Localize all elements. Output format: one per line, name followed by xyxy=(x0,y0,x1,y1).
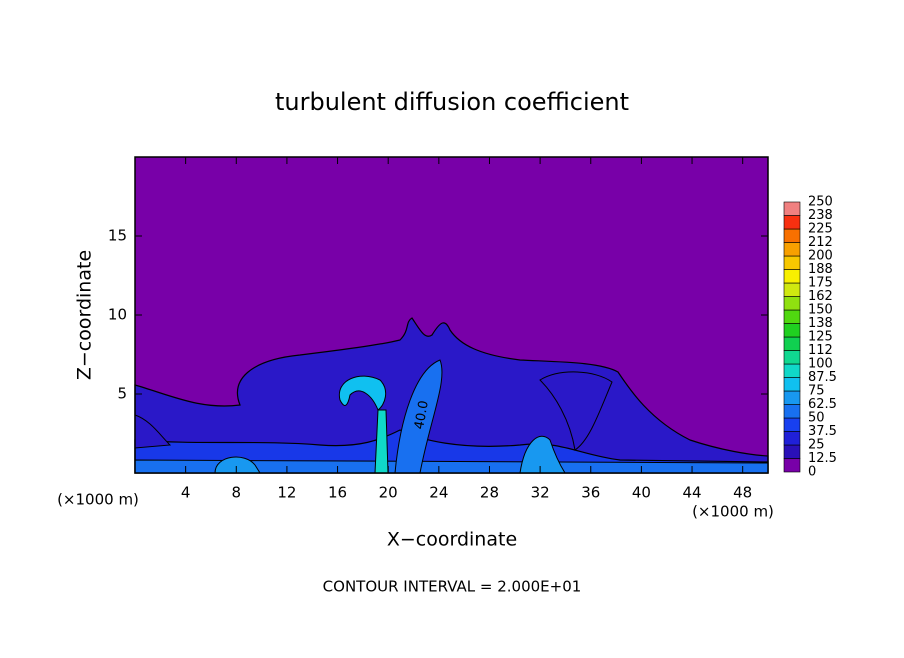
colorbar-label: 162 xyxy=(808,289,833,304)
x-unit-label: (×1000 m) xyxy=(692,503,774,521)
field xyxy=(134,157,769,474)
y-axis-title: Z−coordinate xyxy=(74,250,96,380)
colorbar-swatch xyxy=(783,255,801,270)
colorbar-swatch xyxy=(783,363,801,378)
colorbar-swatch xyxy=(783,242,801,257)
colorbar-swatch xyxy=(783,431,801,446)
x-tick-label: 16 xyxy=(328,484,347,502)
colorbar-label: 188 xyxy=(808,262,833,277)
x-tick-label: 12 xyxy=(277,484,296,502)
colorbar-swatch xyxy=(783,215,801,230)
colorbar-swatch xyxy=(783,296,801,311)
colorbar-swatch xyxy=(783,350,801,365)
colorbar-label: 138 xyxy=(808,316,833,331)
colorbar-label: 50 xyxy=(808,411,825,426)
colorbar-label: 0 xyxy=(808,465,816,480)
y-tick-label: 10 xyxy=(108,306,127,324)
colorbar-label: 250 xyxy=(808,195,833,210)
chart-title: turbulent diffusion coefficient xyxy=(275,88,629,116)
colorbar-swatch xyxy=(783,309,801,324)
colorbar-swatch xyxy=(783,269,801,284)
x-tick-label: 44 xyxy=(682,484,701,502)
colorbar-label: 112 xyxy=(808,343,833,358)
x-axis-title: X−coordinate xyxy=(387,529,517,551)
colorbar-swatch xyxy=(783,201,801,216)
colorbar-label: 175 xyxy=(808,276,833,291)
colorbar-label: 238 xyxy=(808,208,833,223)
colorbar-label: 100 xyxy=(808,357,833,372)
contour-label: 40.0 xyxy=(412,399,432,430)
x-tick-label: 32 xyxy=(531,484,550,502)
colorbar-swatch xyxy=(783,390,801,405)
y-tick-label: 5 xyxy=(117,385,127,403)
colorbar-label: 150 xyxy=(808,303,833,318)
colorbar-swatch xyxy=(783,404,801,419)
colorbar-label: 37.5 xyxy=(808,424,837,439)
x-tick-label: 28 xyxy=(480,484,499,502)
colorbar-swatch xyxy=(783,336,801,351)
colorbar-swatch xyxy=(783,228,801,243)
x-tick-label: 4 xyxy=(181,484,191,502)
colorbar-label: 75 xyxy=(808,384,825,399)
x-tick-label: 8 xyxy=(232,484,242,502)
colorbar-swatch xyxy=(783,282,801,297)
colorbar-label: 87.5 xyxy=(808,370,837,385)
x-tick-label: 40 xyxy=(632,484,651,502)
colorbar-label: 62.5 xyxy=(808,397,837,412)
colorbar-label: 12.5 xyxy=(808,451,837,466)
colorbar-label: 125 xyxy=(808,330,833,345)
x-tick-label: 48 xyxy=(733,484,752,502)
colorbar-swatch xyxy=(783,377,801,392)
x-unit-label: (×1000 m) xyxy=(57,491,139,509)
colorbar-label: 25 xyxy=(808,438,825,453)
x-tick-label: 24 xyxy=(429,484,448,502)
colorbar-swatch xyxy=(783,458,801,473)
colorbar-label: 212 xyxy=(808,235,833,250)
x-tick-label: 36 xyxy=(581,484,600,502)
colorbar-swatch xyxy=(783,444,801,459)
footer: CONTOUR INTERVAL = 2.000E+01 xyxy=(323,578,582,596)
y-tick-label: 15 xyxy=(108,227,127,245)
colorbar-swatch xyxy=(783,417,801,432)
x-tick-label: 20 xyxy=(379,484,398,502)
colorbar-label: 200 xyxy=(808,249,833,264)
colorbar-label: 225 xyxy=(808,222,833,237)
colorbar-swatch xyxy=(783,323,801,338)
